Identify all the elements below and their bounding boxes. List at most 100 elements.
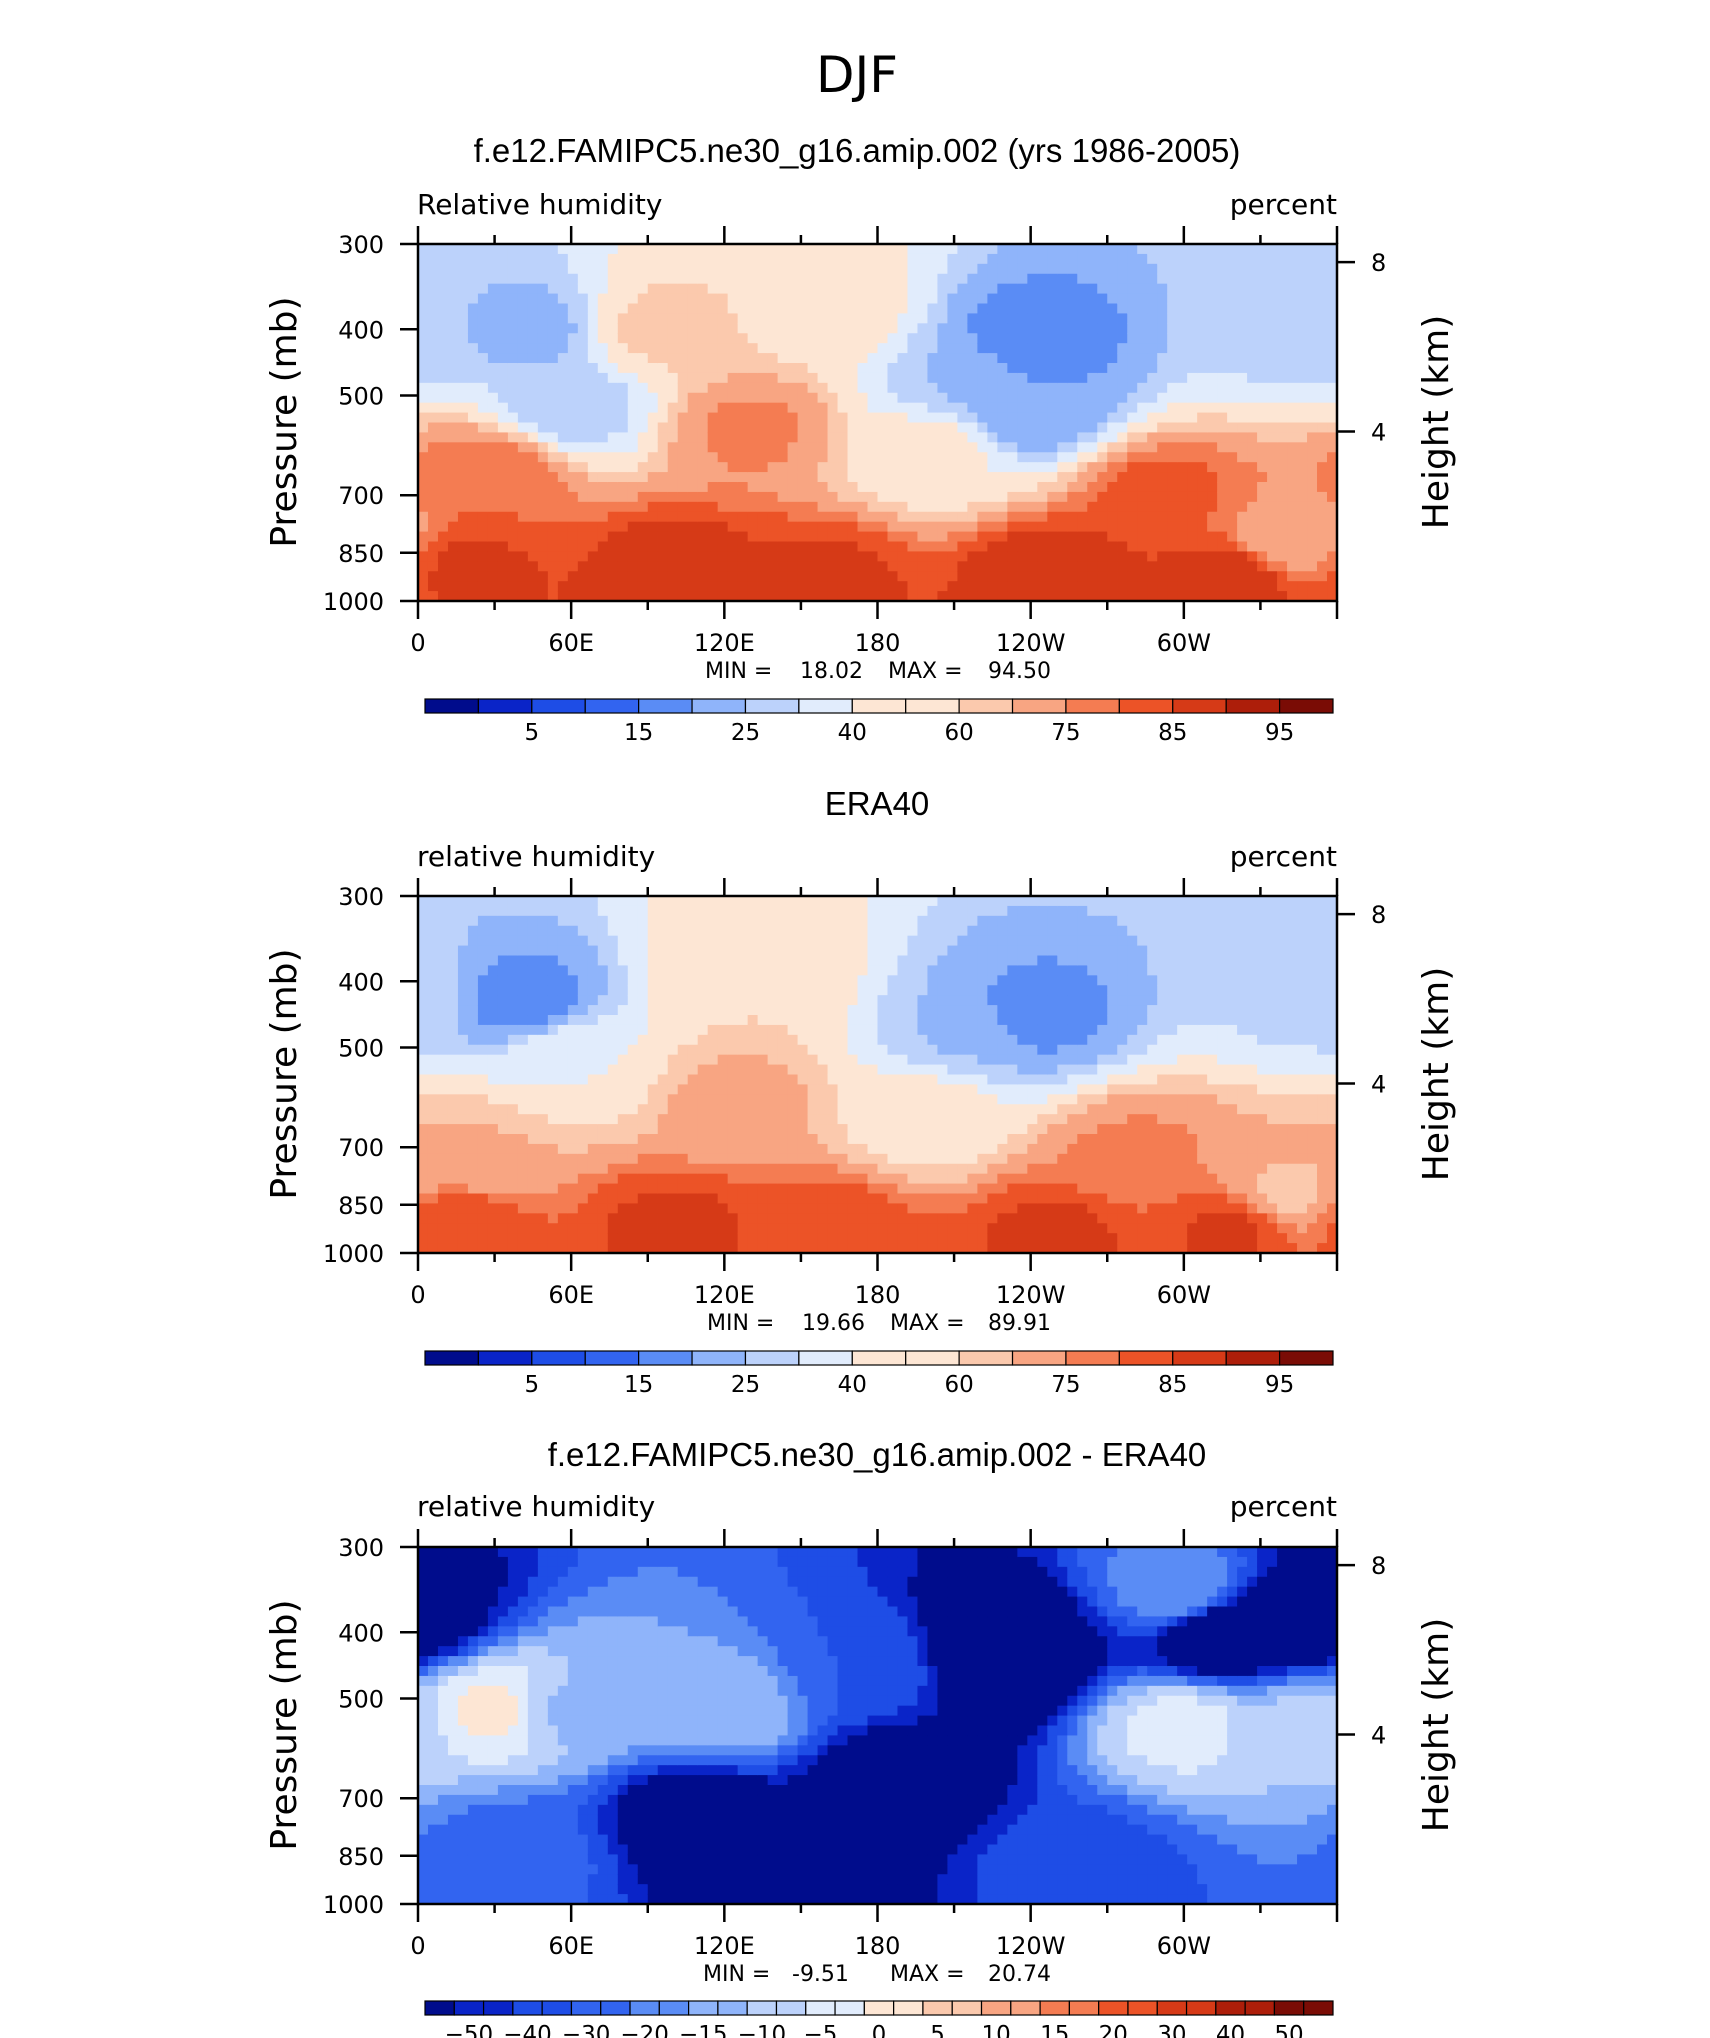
field-cell	[577, 541, 589, 553]
field-cell	[547, 1213, 559, 1224]
panel-title: ERA40	[825, 785, 930, 822]
field-cell	[947, 452, 959, 463]
field-cell	[427, 491, 439, 503]
field-cell	[617, 896, 629, 907]
field-cell	[507, 1213, 519, 1224]
field-cell	[817, 323, 829, 334]
field-cell	[517, 561, 529, 572]
field-cell	[1117, 571, 1128, 582]
field-cell	[657, 273, 669, 285]
field-cell	[1027, 452, 1038, 463]
field-cell	[687, 925, 699, 937]
field-cell	[1317, 293, 1328, 305]
field-cell	[427, 541, 439, 553]
field-cell	[1127, 551, 1138, 562]
field-cell	[817, 511, 829, 523]
field-cell	[427, 1203, 439, 1214]
field-cell	[1047, 343, 1058, 354]
y-tick-label: 700	[338, 482, 384, 510]
field-cell	[1127, 323, 1138, 334]
field-cell	[567, 591, 579, 602]
field-cell	[507, 442, 519, 453]
field-cell	[787, 571, 799, 582]
field-cell	[1037, 591, 1048, 602]
field-cell	[967, 531, 978, 543]
field-cell	[857, 581, 869, 592]
field-cell	[747, 333, 759, 344]
field-cell	[777, 1203, 789, 1214]
field-cell	[577, 313, 589, 324]
field-cell	[987, 472, 998, 483]
field-cell	[1077, 432, 1088, 443]
field-cell	[647, 382, 659, 394]
field-cell	[1017, 551, 1028, 562]
field-cell	[1267, 402, 1278, 414]
field-cell	[697, 1034, 709, 1046]
field-cell	[1287, 491, 1298, 503]
field-cell	[457, 561, 469, 572]
field-cell	[617, 1163, 629, 1175]
field-cell	[787, 1183, 799, 1195]
field-cell	[797, 372, 809, 384]
field-cell	[957, 581, 968, 592]
field-cell	[637, 1114, 649, 1125]
field-cell	[1277, 462, 1288, 473]
field-cell	[927, 482, 939, 493]
field-cell	[1237, 333, 1248, 344]
field-cell	[907, 323, 919, 334]
field-cell	[827, 591, 839, 602]
field-cell	[577, 1163, 589, 1175]
field-cell	[557, 1243, 569, 1254]
field-cell	[737, 363, 749, 374]
field-cell	[827, 1223, 839, 1234]
field-cell	[817, 382, 829, 394]
field-cell	[657, 1024, 669, 1036]
field-cell	[817, 1024, 829, 1036]
field-cell	[1117, 253, 1128, 265]
field-cell	[757, 1183, 769, 1195]
field-cell	[457, 581, 469, 592]
field-cell	[767, 283, 779, 295]
field-cell	[1167, 571, 1178, 582]
field-cell	[467, 491, 479, 503]
field-cell	[667, 1044, 679, 1056]
field-cell	[847, 985, 859, 996]
field-cell	[637, 581, 649, 592]
field-cell	[537, 343, 549, 354]
field-cell	[727, 1005, 739, 1016]
field-cell	[737, 343, 749, 354]
field-cell	[667, 353, 679, 364]
field-cell	[597, 372, 609, 384]
field-cell	[447, 1094, 459, 1105]
field-cell	[507, 303, 519, 315]
field-cell	[787, 1024, 799, 1036]
field-cell	[418, 925, 429, 937]
field-cell	[467, 303, 479, 315]
field-cell	[817, 1163, 829, 1175]
field-cell	[1217, 462, 1228, 473]
field-cell	[827, 1015, 839, 1026]
field-cell	[517, 392, 529, 404]
field-cell	[418, 551, 429, 562]
field-cell	[737, 382, 749, 394]
field-cell	[647, 1134, 659, 1145]
field-cell	[777, 591, 789, 602]
field-cell	[737, 1114, 749, 1125]
field-cell	[557, 995, 569, 1006]
field-cell	[817, 472, 829, 483]
field-cell	[1077, 531, 1088, 543]
field-cell	[437, 1114, 449, 1125]
field-cell	[917, 303, 929, 315]
field-cell	[757, 1233, 769, 1244]
field-cell	[877, 482, 889, 493]
field-cell	[707, 442, 719, 453]
field-cell	[1257, 263, 1268, 275]
field-cell	[797, 273, 809, 285]
field-cell	[617, 925, 629, 937]
field-cell	[1127, 581, 1138, 592]
field-cell	[418, 1183, 429, 1195]
field-cell	[807, 452, 819, 463]
field-cell	[497, 1064, 509, 1076]
field-cell	[747, 1233, 759, 1244]
field-cell	[707, 905, 719, 917]
